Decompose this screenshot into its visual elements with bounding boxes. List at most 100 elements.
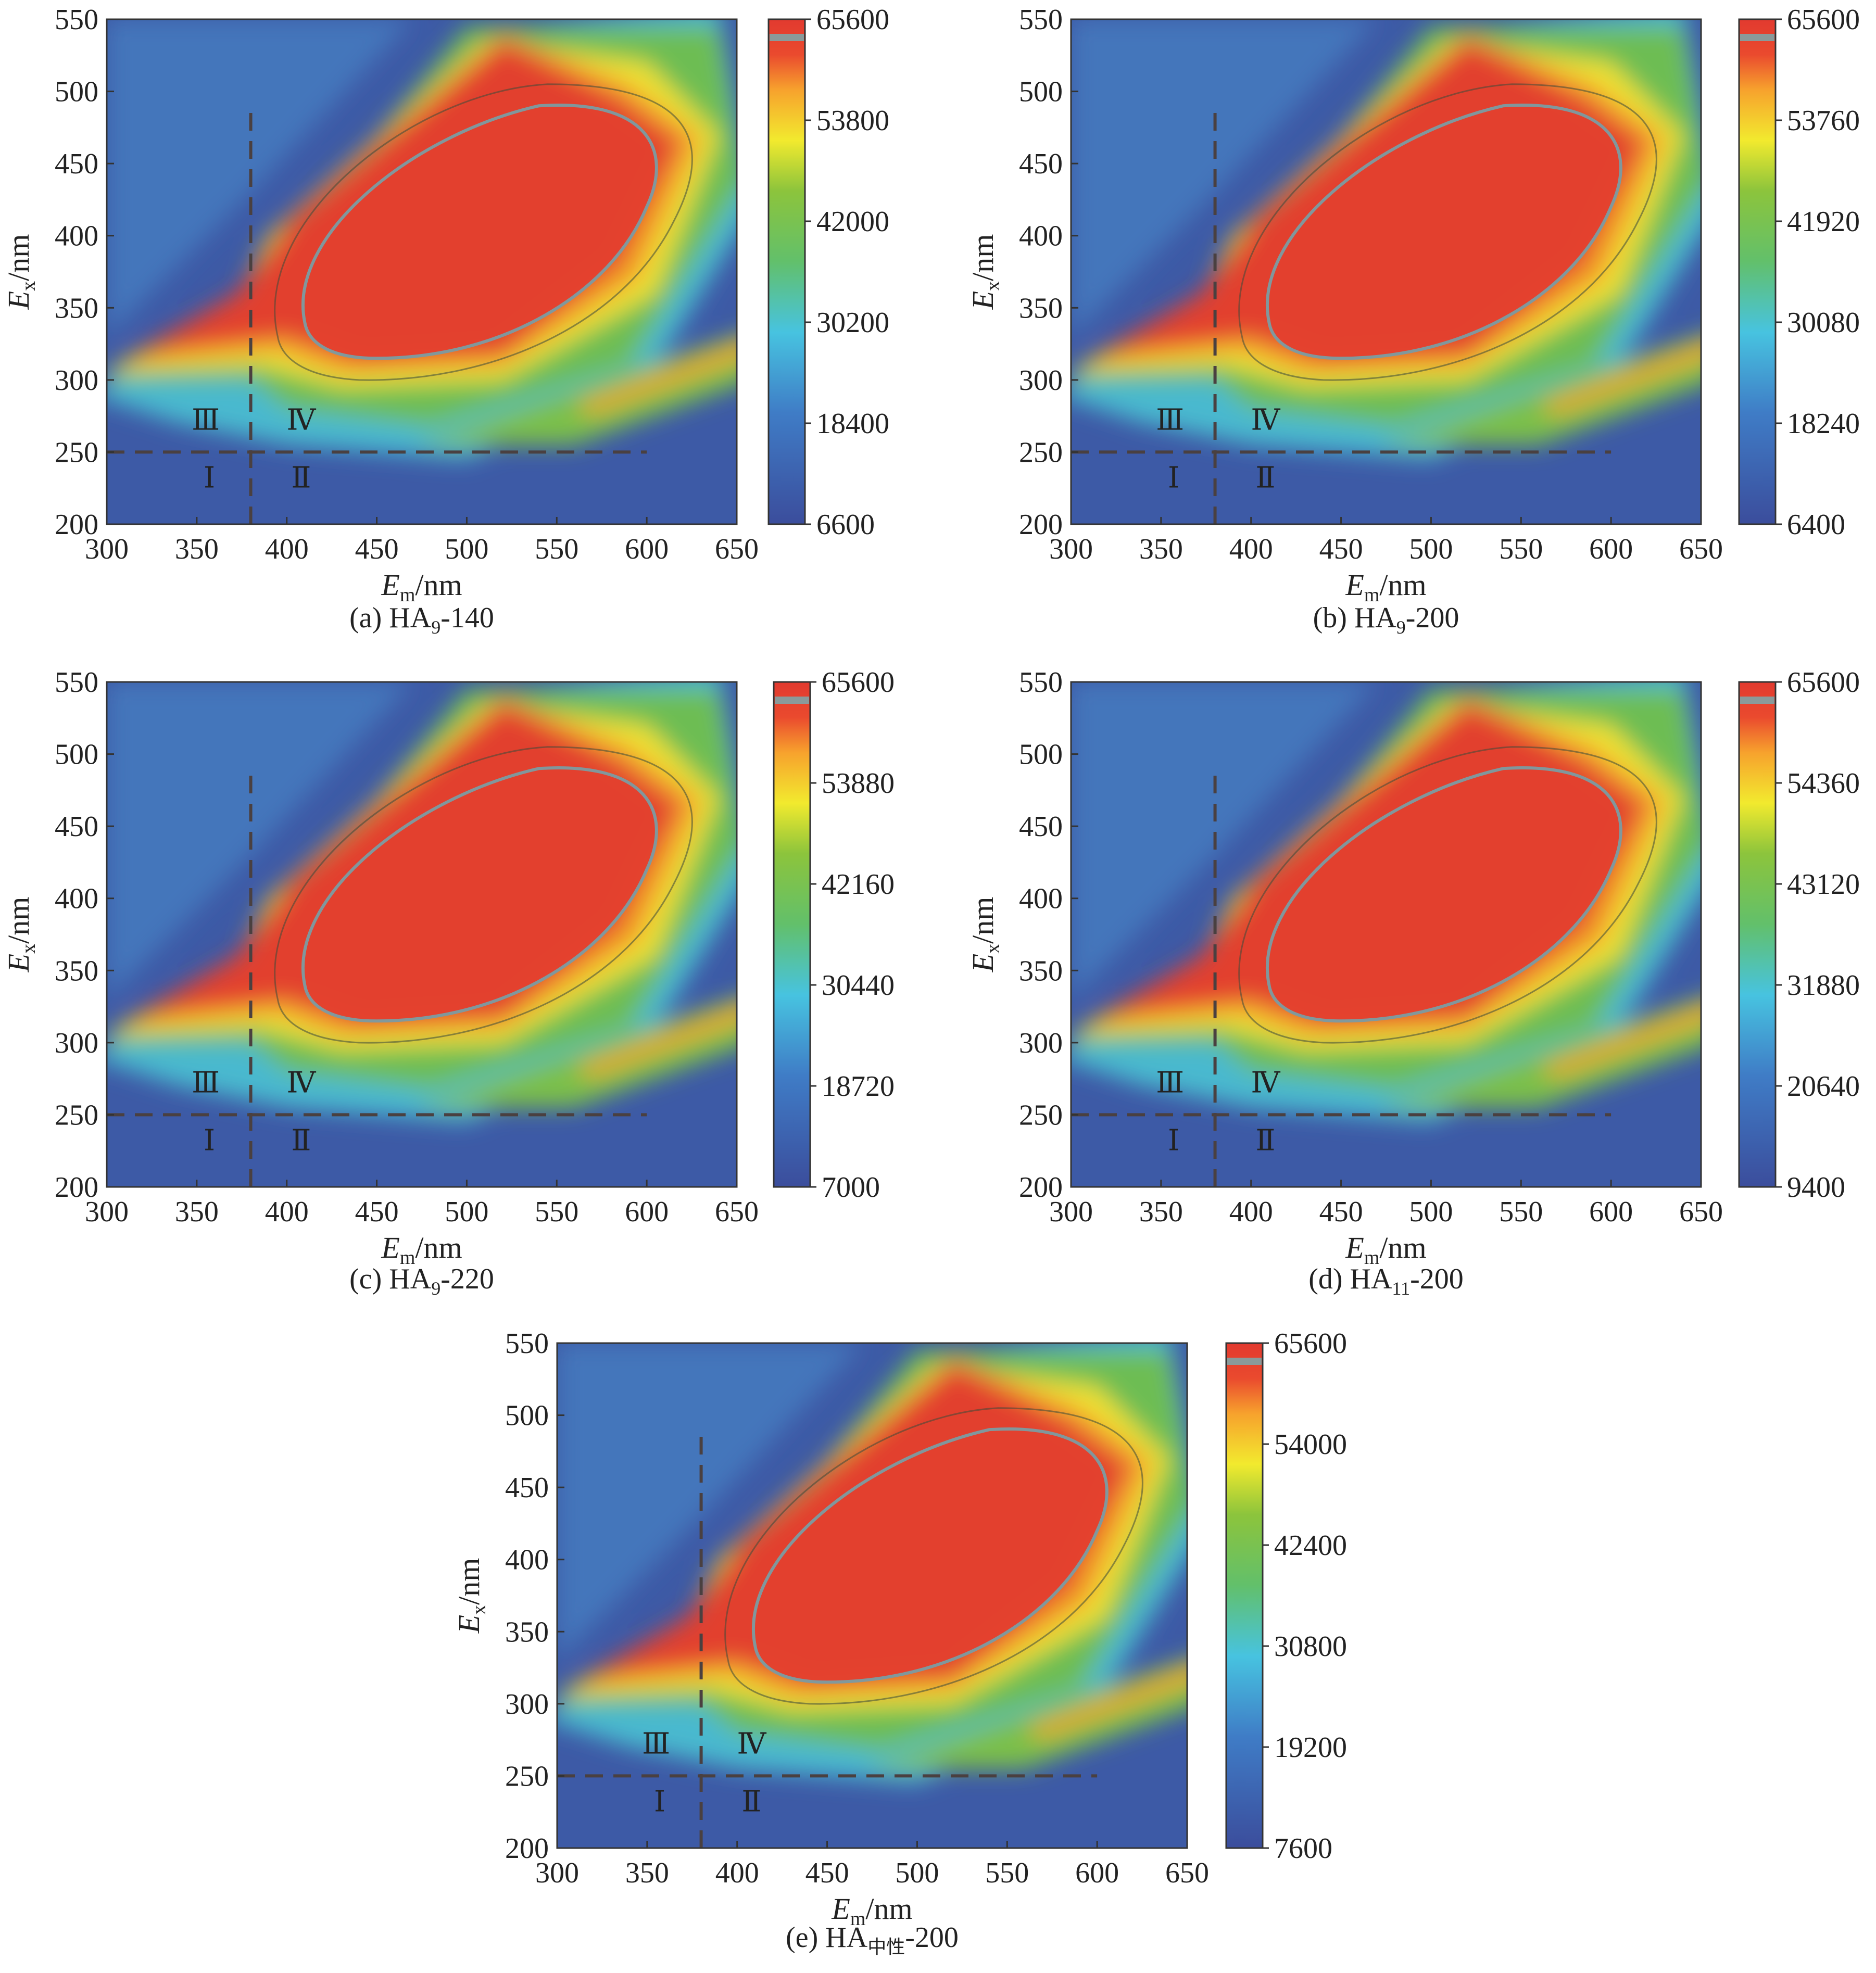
contour-line [274,746,693,1044]
panel-c: Ⅲ Ⅳ Ⅰ Ⅱ 300 350 400 450 500 550 600 650 550 500 450 400… [2,666,895,1299]
y-tick-label: 450 [55,148,98,180]
y-axis-unit: /nm [2,897,35,944]
colorbar-tick-label: 65600 [1787,666,1860,699]
panel-d: Ⅲ Ⅳ Ⅰ Ⅱ 300 350 400 450 500 550 600 650 550 500 450 400… [966,666,1860,1299]
x-tick-label: 500 [1409,533,1453,565]
colorbar-tick-label: 65600 [1787,4,1860,36]
colorbar-tick-label: 18240 [1787,408,1860,440]
contour-haze [107,682,413,1000]
y-tick-label: 500 [505,1400,549,1432]
contour-line [724,1407,1143,1705]
caption-subscript: 9 [431,1278,440,1299]
contour-streak [574,344,737,415]
contour-streak [574,1006,737,1078]
x-tick-label: 600 [625,533,669,565]
colorbar-tick-label: 30800 [1274,1630,1347,1663]
x-tick-label: 400 [265,1196,309,1228]
x-tick-label: 400 [715,1857,759,1889]
region-label: Ⅲ [192,404,220,436]
y-tick-label: 450 [55,811,98,843]
caption-subscript: 中性 [867,1937,905,1957]
colorbar-tick-label: 18720 [822,1070,895,1103]
x-axis-symbol: E [1345,568,1364,602]
plot-frame [1070,18,1702,525]
y-tick-label: 350 [1019,292,1063,324]
colorbar-top-band [1740,34,1774,41]
x-axis-symbol: E [1345,1231,1364,1264]
x-tick-label: 300 [1049,1196,1093,1228]
colorbar-tick-label: 30080 [1787,307,1860,339]
colorbar-tick-label: 42400 [1274,1529,1347,1562]
region-label: Ⅱ [1255,1124,1275,1157]
contour-streak [1539,344,1701,415]
y-tick-label: 550 [55,4,98,36]
y-axis-unit: /nm [966,897,1000,944]
colorbar-top-band [1227,1358,1262,1365]
caption-suffix: -140 [440,602,494,634]
region-label: Ⅱ [741,1786,761,1818]
y-tick-label: 250 [505,1760,549,1792]
contour-band-low [1377,335,1701,445]
x-axis-subscript: m [1364,584,1380,606]
y-axis-subscript: x [468,1605,490,1615]
colorbar-tick-label: 20640 [1787,1070,1860,1103]
y-tick-label: 550 [1019,666,1063,699]
x-tick-label: 550 [1499,533,1543,565]
x-tick-label: 450 [805,1857,849,1889]
y-axis-symbol: E [2,291,35,310]
y-axis-subscript: x [18,944,40,954]
x-tick-label: 600 [625,1196,669,1228]
x-axis-symbol: E [381,1231,399,1264]
y-tick-label: 250 [55,436,98,469]
x-axis-label: Em/nm [381,568,462,606]
contour-line [274,83,693,381]
colorbar-tick-label: 54360 [1787,767,1860,800]
y-axis-label: Ex/nm [2,234,40,310]
x-tick-label: 400 [265,533,309,565]
panel-a: Ⅲ Ⅳ Ⅰ Ⅱ 300 350 400 450 500 550 600 650 550 500 450 400… [2,4,889,638]
y-tick-label: 550 [55,666,98,699]
x-axis-label: Em/nm [381,1231,462,1269]
y-axis-subscript: x [982,281,1004,291]
y-tick-label: 250 [1019,1099,1063,1131]
y-axis-label: Ex/nm [966,234,1004,310]
colorbar [767,18,806,525]
heatmap-surface: Ⅲ Ⅳ Ⅰ Ⅱ [557,1343,1187,1848]
caption-prefix: (e) HA [786,1921,868,1954]
caption-subscript: 9 [1396,617,1406,638]
y-axis-symbol: E [966,291,1000,310]
colorbar-tick-label: 53880 [822,767,895,800]
colorbar-tick-label: 53760 [1787,105,1860,137]
y-axis-unit: /nm [2,234,35,281]
y-tick-label: 500 [55,76,98,108]
contour-band-low [412,998,737,1108]
contour-haze [107,19,413,337]
y-axis-unit: /nm [452,1558,486,1605]
y-axis-label: Ex/nm [452,1558,490,1634]
caption-suffix: -220 [440,1263,494,1295]
caption-suffix: -200 [1406,602,1459,634]
y-tick-label: 350 [55,955,98,987]
x-axis-subscript: m [400,584,416,606]
x-axis-label: Em/nm [831,1892,912,1930]
x-axis-symbol: E [381,568,399,602]
y-tick-label: 400 [55,220,98,252]
x-tick-label: 550 [985,1857,1029,1889]
peak-plateau-main [301,766,658,1023]
x-tick-label: 500 [445,1196,488,1228]
contour-line [1238,746,1657,1044]
colorbar-tick-label: 65600 [1274,1327,1347,1360]
y-tick-label: 550 [505,1327,549,1360]
panel-caption: (a) HA9-140 [349,602,494,638]
x-tick-label: 350 [175,1196,219,1228]
region-label: Ⅲ [642,1728,670,1760]
x-axis-unit: /nm [1379,1231,1426,1264]
x-tick-label: 350 [175,533,219,565]
y-axis-symbol: E [452,1615,486,1634]
y-tick-label: 500 [1019,76,1063,108]
x-tick-label: 500 [1409,1196,1453,1228]
contour-haze [1071,19,1377,337]
region-label: Ⅲ [1156,1067,1184,1099]
colorbar-tick-label: 30200 [816,307,889,339]
